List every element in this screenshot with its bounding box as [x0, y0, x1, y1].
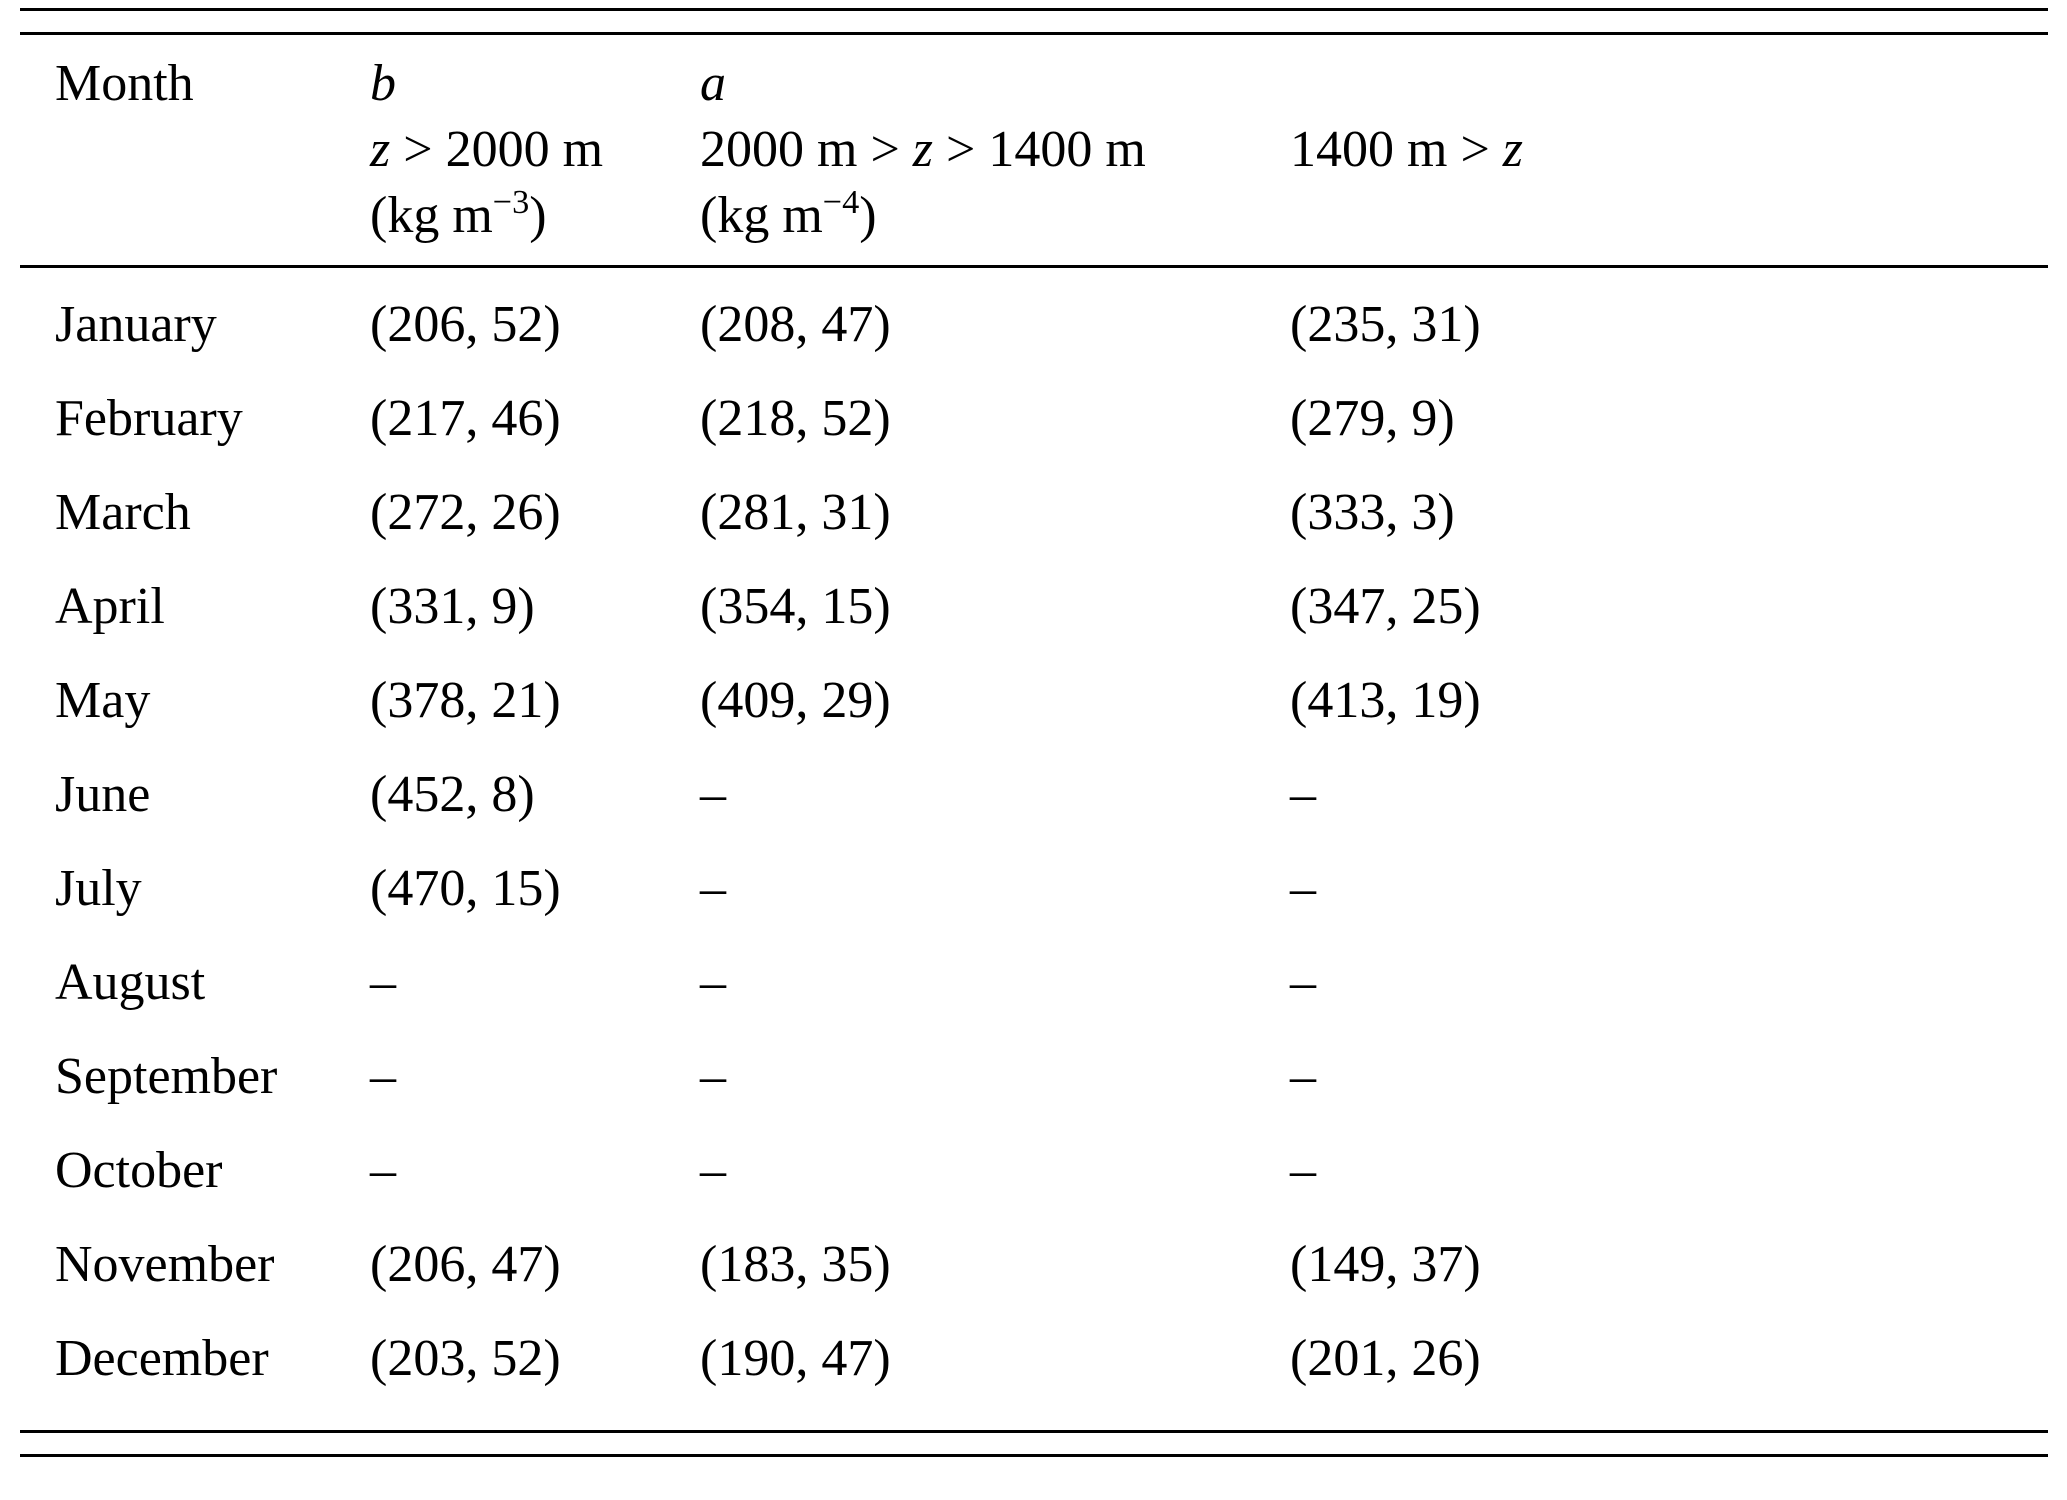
b-value-cell: –	[370, 1048, 396, 1105]
a-unit-exponent: −4	[822, 183, 860, 222]
month-cell: November	[55, 1236, 275, 1293]
a-value-cell: –	[700, 1142, 726, 1199]
b-range-post: > 2000 m	[390, 121, 604, 178]
z-range-var: z	[1502, 121, 1524, 178]
parameters-table: Month b a z > 2000 m 2000 m > z > 1400 m…	[20, 0, 2048, 1457]
month-cell: February	[55, 390, 243, 447]
header-a-symbol-cell: a	[700, 51, 1290, 117]
table-row: April (331, 9) (354, 15) (347, 25)	[20, 560, 2048, 654]
bottom-rule-2	[20, 1454, 2048, 1457]
a-value-cell: (354, 15)	[700, 578, 891, 635]
a-value-cell: –	[700, 766, 726, 823]
b-value-cell: (272, 26)	[370, 484, 561, 541]
top-rule-2	[20, 32, 2048, 35]
table-row: March (272, 26) (281, 31) (333, 3)	[20, 466, 2048, 560]
header-line-2: z > 2000 m 2000 m > z > 1400 m 1400 m > …	[20, 117, 2048, 183]
table-row: January (206, 52) (208, 47) (235, 31)	[20, 278, 2048, 372]
z-value-cell: (149, 37)	[1290, 1236, 1481, 1293]
top-rule-1	[20, 8, 2048, 11]
header-empty-cell	[1290, 183, 2048, 249]
z-value-cell: (413, 19)	[1290, 672, 1481, 729]
a-range-var: z	[912, 121, 934, 178]
header-empty-cell	[55, 183, 370, 249]
a-value-cell: (183, 35)	[700, 1236, 891, 1293]
table-row: October – – –	[20, 1124, 2048, 1218]
header-a-range: 2000 m > z > 1400 m	[700, 117, 1290, 183]
table-row: February (217, 46) (218, 52) (279, 9)	[20, 372, 2048, 466]
month-cell: April	[55, 578, 165, 635]
z-value-cell: –	[1290, 1142, 1316, 1199]
month-cell: October	[55, 1142, 223, 1199]
header-line-3: (kg m−3) (kg m−4)	[20, 183, 2048, 249]
a-value-cell: –	[700, 954, 726, 1011]
a-value-cell: (190, 47)	[700, 1330, 891, 1387]
bottom-rule-1	[20, 1430, 2048, 1433]
z-range-pre: 1400 m >	[1290, 121, 1503, 178]
b-value-cell: –	[370, 954, 396, 1011]
table-row: May (378, 21) (409, 29) (413, 19)	[20, 654, 2048, 748]
a-value-cell: (409, 29)	[700, 672, 891, 729]
z-value-cell: –	[1290, 954, 1316, 1011]
z-value-cell: (279, 9)	[1290, 390, 1455, 447]
z-value-cell: (333, 3)	[1290, 484, 1455, 541]
a-value-cell: –	[700, 1048, 726, 1105]
a-symbol: a	[700, 55, 726, 112]
table-row: August – – –	[20, 936, 2048, 1030]
b-symbol: b	[370, 55, 396, 112]
table-row: June (452, 8) – –	[20, 748, 2048, 842]
table-header: Month b a z > 2000 m 2000 m > z > 1400 m…	[20, 35, 2048, 265]
header-line-1: Month b a	[20, 51, 2048, 117]
z-value-cell: –	[1290, 766, 1316, 823]
b-value-cell: (203, 52)	[370, 1330, 561, 1387]
a-unit-pre: (kg m	[700, 187, 823, 244]
z-value-cell: (201, 26)	[1290, 1330, 1481, 1387]
a-range-post: > 1400 m	[933, 121, 1146, 178]
header-b-unit: (kg m−3)	[370, 183, 700, 249]
month-cell: January	[55, 296, 217, 353]
header-empty-cell	[55, 117, 370, 183]
b-value-cell: –	[370, 1142, 396, 1199]
header-a-unit: (kg m−4)	[700, 183, 1290, 249]
table-row: September – – –	[20, 1030, 2048, 1124]
b-range-var: z	[370, 121, 391, 178]
mid-rule	[20, 265, 2048, 268]
table-row: December (203, 52) (190, 47) (201, 26)	[20, 1312, 2048, 1406]
z-value-cell: –	[1290, 1048, 1316, 1105]
header-empty-cell	[1290, 51, 2048, 117]
b-value-cell: (452, 8)	[370, 766, 535, 823]
a-range-pre: 2000 m >	[700, 121, 913, 178]
header-b-range: z > 2000 m	[370, 117, 700, 183]
header-month-label: Month	[55, 55, 194, 112]
b-unit-exponent: −3	[492, 183, 530, 222]
month-cell: May	[55, 672, 151, 729]
a-value-cell: (281, 31)	[700, 484, 891, 541]
b-value-cell: (331, 9)	[370, 578, 535, 635]
month-cell: March	[55, 484, 191, 541]
a-value-cell: (218, 52)	[700, 390, 891, 447]
b-value-cell: (206, 47)	[370, 1236, 561, 1293]
a-value-cell: –	[700, 860, 726, 917]
header-b-symbol-cell: b	[370, 51, 700, 117]
z-value-cell: –	[1290, 860, 1316, 917]
a-unit-post: )	[859, 187, 877, 244]
month-cell: December	[55, 1330, 269, 1387]
b-unit-pre: (kg m	[370, 187, 493, 244]
table-row: July (470, 15) – –	[20, 842, 2048, 936]
table-body: January (206, 52) (208, 47) (235, 31) Februa…	[20, 268, 2048, 1430]
b-unit-post: )	[529, 187, 547, 244]
a-value-cell: (208, 47)	[700, 296, 891, 353]
b-value-cell: (217, 46)	[370, 390, 561, 447]
month-cell: June	[55, 766, 151, 823]
header-z-range: 1400 m > z	[1290, 117, 2048, 183]
table-row: November (206, 47) (183, 35) (149, 37)	[20, 1218, 2048, 1312]
b-value-cell: (470, 15)	[370, 860, 561, 917]
z-value-cell: (347, 25)	[1290, 578, 1481, 635]
b-value-cell: (378, 21)	[370, 672, 561, 729]
b-value-cell: (206, 52)	[370, 296, 561, 353]
month-cell: July	[55, 860, 142, 917]
z-value-cell: (235, 31)	[1290, 296, 1481, 353]
month-cell: August	[55, 954, 206, 1011]
month-cell: September	[55, 1048, 278, 1105]
